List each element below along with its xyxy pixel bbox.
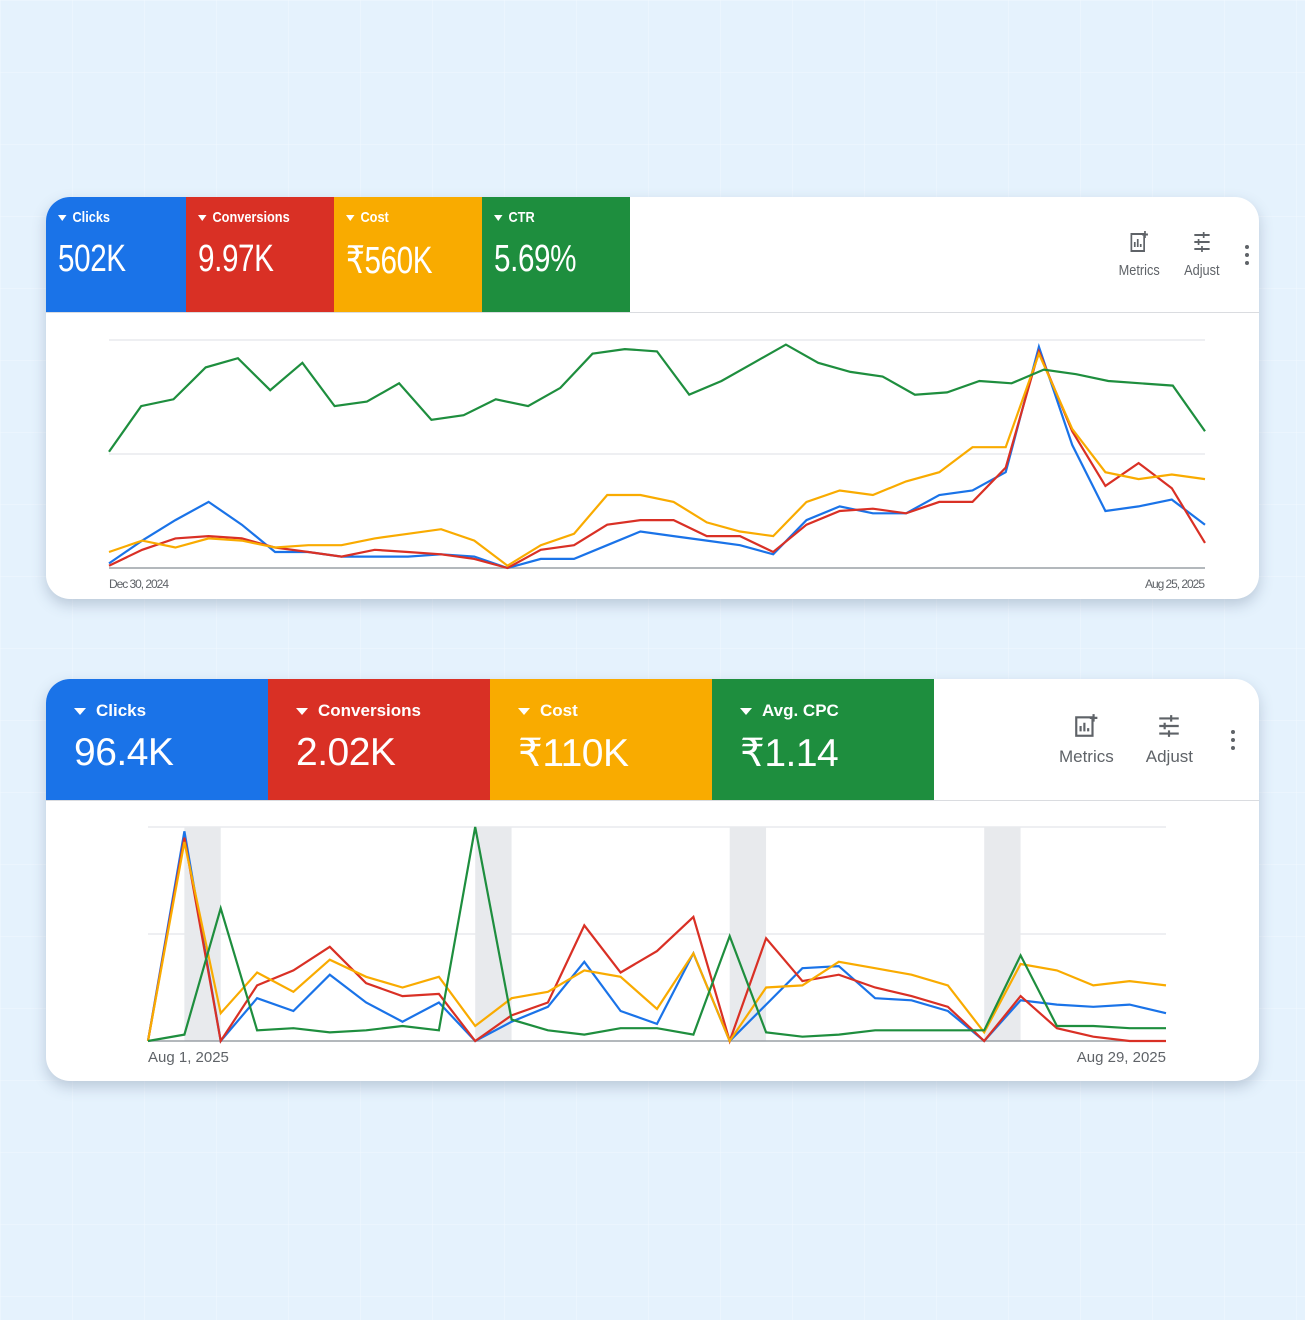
scorecard-header: Clicks 96.4K Conversions 2.02K Cost ₹110… [46,679,1259,801]
dropdown-triangle-icon [518,707,530,715]
x-axis-end-label: Aug 29, 2025 [1077,1049,1166,1066]
metric-tile-cost[interactable]: Cost ₹110K [490,679,712,800]
dropdown-triangle-icon [346,214,355,221]
dropdown-triangle-icon [198,214,207,221]
line-chart-1: Dec 30, 2024 Aug 25, 2025 [46,314,1259,599]
metric-value: 2.02K [296,731,396,774]
series-line-ctr [108,343,1206,453]
metric-label: Conversions [212,209,290,226]
metrics-button-label: Metrics [1118,262,1160,279]
scorecard-header: Clicks 502K Conversions 9.97K Cost ₹560K… [46,197,1259,313]
series-line-cost [108,350,1206,568]
metric-label: Cost [360,209,389,226]
dropdown-triangle-icon [494,214,503,221]
tune-icon [1194,232,1210,252]
metric-value: 9.97K [198,238,274,280]
add-chart-icon [1130,231,1149,252]
chart-svg: Dec 30, 2024 Aug 25, 2025 [108,339,1206,591]
metric-label: CTR [508,209,535,226]
metric-value: ₹560K [346,240,433,282]
adjust-button-label: Adjust [1145,746,1193,766]
series-line-cost [146,841,1167,1044]
metrics-button[interactable]: Metrics [1059,713,1114,767]
chart-toolbar: Metrics Adjust [1059,679,1259,800]
metrics-button-label: Metrics [1058,746,1114,766]
x-axis-start-label: Dec 30, 2024 [109,577,169,591]
x-axis-start-label: Aug 1, 2025 [148,1049,229,1066]
metric-tile-conversions[interactable]: Conversions 2.02K [268,679,490,800]
series-line-conversions [146,837,1166,1045]
metric-label: Cost [540,701,578,720]
metric-label: Avg. CPC [762,701,839,720]
metric-tile-ctr[interactable]: CTR 5.69% [482,197,630,312]
dropdown-triangle-icon [296,707,308,715]
tune-icon [1159,714,1180,737]
metric-value: 502K [58,238,126,280]
metrics-button[interactable]: Metrics [1119,230,1160,279]
adjust-button[interactable]: Adjust [1184,230,1220,279]
series-line-clicks [108,342,1206,570]
metric-tile-clicks[interactable]: Clicks 96.4K [46,679,268,800]
metric-value: 5.69% [494,238,577,280]
series-line-avg-cpc [147,826,1166,1043]
chart-svg: Aug 1, 2025 Aug 29, 2025 [146,826,1167,1066]
series-line-conversions [108,348,1206,570]
metric-tile-clicks[interactable]: Clicks 502K [46,197,186,312]
metric-value: ₹110K [518,732,629,775]
performance-card-2: Clicks 96.4K Conversions 2.02K Cost ₹110… [46,679,1259,1081]
metric-tile-avg-cpc[interactable]: Avg. CPC ₹1.14 [712,679,934,800]
adjust-button[interactable]: Adjust [1146,713,1193,767]
metric-label: Clicks [72,209,111,226]
metric-tile-conversions[interactable]: Conversions 9.97K [186,197,334,312]
metric-label: Clicks [96,701,147,720]
more-vert-icon[interactable] [1231,729,1235,750]
metric-label: Conversions [318,701,421,720]
chart-toolbar: Metrics Adjust [1115,197,1259,312]
metric-tile-cost[interactable]: Cost ₹560K [334,197,482,312]
metric-value: ₹1.14 [740,732,839,775]
dropdown-triangle-icon [74,707,86,715]
add-chart-icon [1075,713,1098,737]
dropdown-triangle-icon [58,214,67,221]
line-chart-2: Aug 1, 2025 Aug 29, 2025 [46,802,1259,1081]
more-vert-icon[interactable] [1245,244,1249,265]
dropdown-triangle-icon [740,707,752,715]
metric-value: 96.4K [74,731,174,774]
performance-card-1: Clicks 502K Conversions 9.97K Cost ₹560K… [46,197,1259,599]
adjust-button-label: Adjust [1184,262,1220,279]
x-axis-end-label: Aug 25, 2025 [1145,577,1205,591]
